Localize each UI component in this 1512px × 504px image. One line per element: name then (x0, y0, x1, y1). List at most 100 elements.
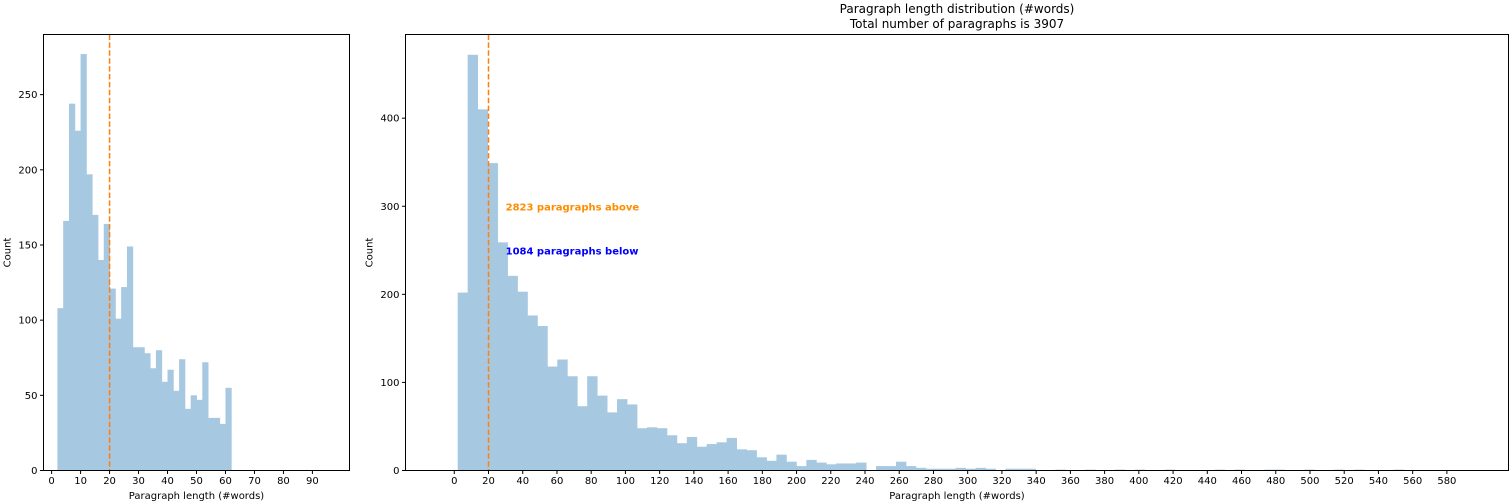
histogram-bar (766, 461, 776, 471)
histogram-bar (63, 221, 69, 471)
histogram-bar (75, 131, 81, 471)
histogram-bar (727, 438, 737, 471)
x-tick-label: 40 (161, 476, 174, 487)
histogram-bar (906, 466, 916, 470)
histogram-bar (81, 54, 87, 470)
histogram-bar (121, 287, 127, 470)
histogram-bar (156, 350, 162, 470)
y-axis-ticks: 0100200300400 (380, 114, 405, 477)
y-tick-label: 300 (380, 202, 399, 213)
annotation-text: 2823 paragraphs above (506, 202, 640, 213)
histogram-bar (667, 435, 677, 470)
x-tick-label: 20 (482, 476, 495, 487)
y-tick-label: 150 (18, 240, 37, 251)
x-tick-label: 0 (451, 476, 457, 487)
x-tick-label: 560 (1403, 476, 1422, 487)
x-tick-label: 40 (516, 476, 529, 487)
histogram-bar (677, 443, 687, 470)
histogram-bar (747, 450, 757, 470)
histogram-bar (557, 360, 567, 471)
x-tick-label: 300 (958, 476, 977, 487)
histogram-bar (127, 246, 133, 470)
x-tick-label: 220 (821, 476, 840, 487)
histogram-bar (627, 404, 637, 470)
x-axis-ticks: 0 20 40 60 80 100 120 140 160 180 200 220 240 260 280 3… (451, 471, 1456, 488)
histogram-bar (836, 463, 846, 470)
x-tick-label: 50 (190, 476, 203, 487)
y-tick-label: 200 (380, 290, 399, 301)
histogram-bar (537, 326, 547, 470)
x-tick-label: 180 (753, 476, 772, 487)
x-tick-label: 360 (1061, 476, 1080, 487)
histogram-bar (214, 418, 220, 471)
histogram-bar (133, 347, 139, 470)
histogram-bar (92, 215, 98, 471)
figure-title-line-1: Paragraph length distribution (#words) (840, 2, 1075, 16)
histogram-bar (587, 376, 597, 470)
histogram-bar (527, 315, 537, 470)
x-tick-label: 10 (74, 476, 87, 487)
x-tick-label: 520 (1335, 476, 1354, 487)
x-tick-label: 500 (1300, 476, 1319, 487)
histogram-bar (225, 388, 231, 471)
x-tick-label: 80 (585, 476, 598, 487)
x-tick-label: 460 (1232, 476, 1251, 487)
x-tick-label: 420 (1164, 476, 1183, 487)
x-axis-label: Paragraph length (#words) (889, 491, 1025, 502)
histogram-bar (796, 466, 806, 470)
bars (57, 54, 231, 470)
histogram-bar (468, 55, 478, 471)
histogram-bar (577, 406, 587, 470)
histogram-bar (150, 368, 156, 470)
annotation-text: 1084 paragraphs below (506, 246, 639, 257)
y-tick-label: 200 (18, 165, 37, 176)
x-tick-label: 80 (277, 476, 290, 487)
histogram-bar (144, 353, 150, 470)
histogram-bar (547, 367, 557, 471)
x-tick-label: 140 (684, 476, 703, 487)
x-tick-label: 480 (1266, 476, 1285, 487)
x-tick-label: 260 (890, 476, 909, 487)
histogram-bar (202, 362, 208, 470)
histogram-bar (647, 427, 657, 470)
histogram-bar (567, 376, 577, 470)
y-tick-label: 50 (25, 391, 38, 402)
x-tick-label: 440 (1198, 476, 1217, 487)
y-tick-label: 400 (380, 114, 399, 125)
histogram-bar (458, 293, 468, 471)
histogram-bar (173, 391, 179, 471)
histogram-bar (737, 449, 747, 470)
x-tick-label: 580 (1437, 476, 1456, 487)
histogram-bar (168, 370, 174, 471)
histogram-bar (197, 400, 203, 471)
bars (458, 55, 1405, 471)
histogram-bar (517, 292, 527, 471)
histogram-bar (826, 464, 836, 470)
left-histogram: 0 10 20 30 40 50 60 70 80 90 0 50 100 150 200 250 Paragr… (3, 35, 350, 503)
y-axis-label: Count (3, 238, 14, 268)
y-tick-label: 100 (18, 316, 37, 327)
histogram-bar (697, 447, 707, 471)
x-tick-label: 540 (1369, 476, 1388, 487)
histogram-bar (846, 463, 856, 470)
histogram-bar (896, 462, 906, 471)
histogram-bar (57, 308, 63, 470)
x-tick-label: 280 (924, 476, 943, 487)
x-tick-label: 160 (719, 476, 738, 487)
x-tick-label: 70 (248, 476, 261, 487)
histogram-bar (757, 457, 767, 470)
x-axis-label: Paragraph length (#words) (129, 491, 265, 502)
histogram-bar (886, 466, 896, 470)
histogram-bar (786, 462, 796, 471)
y-tick-label: 250 (18, 90, 37, 101)
right-histogram: 0 20 40 60 80 100 120 140 160 180 200 220 240 260 280 3… (365, 35, 1509, 503)
histogram-bar (498, 242, 508, 470)
x-tick-label: 0 (48, 476, 54, 487)
y-tick-label: 0 (393, 466, 399, 477)
x-tick-label: 200 (787, 476, 806, 487)
x-tick-label: 100 (616, 476, 635, 487)
histogram-bar (806, 460, 816, 471)
histogram-bar (876, 466, 886, 470)
histogram-bar (478, 109, 488, 470)
